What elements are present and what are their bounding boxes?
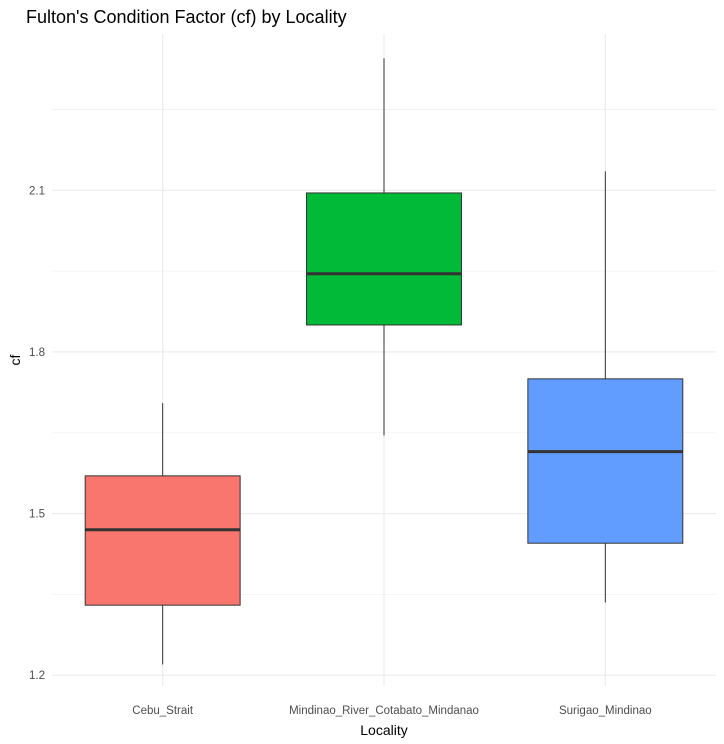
box-iqr — [306, 192, 462, 326]
box-iqr — [84, 475, 241, 606]
y-tick-label: 2.1 — [29, 185, 45, 197]
chart-title: Fulton's Condition Factor (cf) by Locali… — [26, 7, 347, 27]
boxes — [84, 58, 684, 665]
y-axis-title: cf — [7, 354, 23, 365]
box-iqr — [527, 378, 684, 544]
y-tick-label: 1.5 — [29, 509, 45, 521]
y-tick-label: 1.2 — [29, 670, 45, 682]
box-Mindinao_River_Cotabato_Mindanao — [306, 58, 462, 436]
x-tick-labels: Cebu_Strait Mindinao_River_Cotabato_Minda… — [132, 705, 651, 717]
x-axis-title: Locality — [360, 722, 407, 738]
y-tick-labels: 1.2 1.5 1.8 2.1 — [29, 185, 45, 682]
x-tick-label: Surigao_Mindinao — [559, 705, 652, 717]
x-tick-label: Mindinao_River_Cotabato_Mindanao — [289, 705, 479, 717]
y-tick-label: 1.8 — [29, 347, 45, 359]
x-tick-label: Cebu_Strait — [132, 705, 194, 717]
box-Surigao_Mindinao — [527, 171, 684, 603]
box-Cebu_Strait — [84, 403, 241, 665]
